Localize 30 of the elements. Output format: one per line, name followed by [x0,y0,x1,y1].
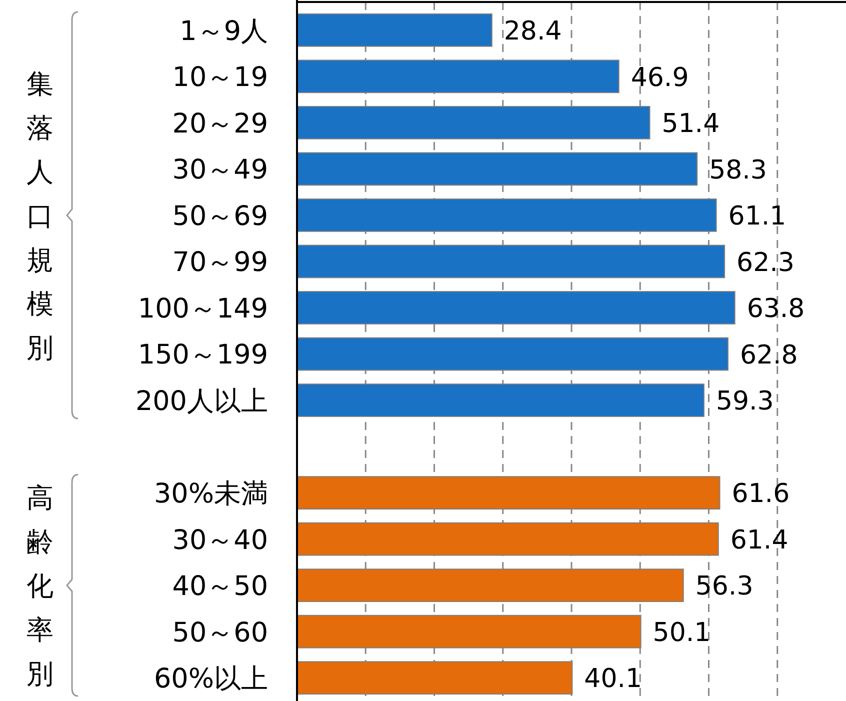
y-tick-label: 200人以上 [135,386,268,417]
y-tick-label: 30%未満 [154,478,268,510]
data-label: 62.3 [736,248,794,278]
y-tick-label: 150～199 [138,340,268,371]
data-label: 61.1 [728,202,786,232]
data-label: 51.4 [662,109,720,140]
data-label: 61.6 [732,479,790,510]
data-label: 58.3 [709,155,767,186]
y-tick-label: 30～40 [172,524,268,556]
data-label: 46.9 [630,62,689,93]
y-tick-label: 60%以上 [154,664,268,695]
data-label: 62.8 [740,340,798,370]
text: 高齢化率別 [26,483,54,690]
y-tick-label: 1～9人 [180,16,268,47]
y-tick-label: 20～29 [172,108,268,140]
data-label: 50.1 [652,618,711,648]
y-tick-label: 40～50 [172,571,268,602]
y-tick-label: 30～49 [172,154,268,186]
data-label: 56.3 [695,572,754,602]
y-tick-label: 100～149 [138,293,268,324]
y-tick-label: 50～60 [172,617,268,648]
data-label: 61.4 [730,525,788,556]
data-label: 63.8 [746,294,805,324]
y-tick-label: 10～19 [172,62,268,94]
data-label: 40.1 [584,664,642,694]
text: 集落人口規模別 [26,68,54,364]
y-tick-label: 70～99 [172,247,268,278]
y-tick-label: 50～69 [172,200,268,232]
data-label: 59.3 [716,386,774,417]
data-label: 28.4 [504,16,562,46]
